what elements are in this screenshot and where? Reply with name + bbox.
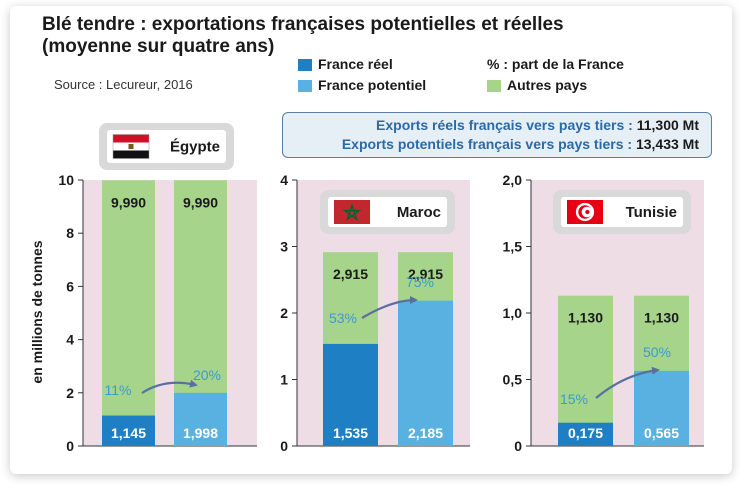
bar-france-label: 0,175 [568, 425, 603, 441]
bar-autres-pays [558, 295, 613, 446]
bar-france-potentiel [634, 370, 689, 446]
flag-star [585, 209, 590, 215]
y-tick-label: 1,5 [503, 239, 523, 255]
bar-autres-label: 1,130 [568, 310, 603, 326]
y-tick-label: 1 [280, 372, 288, 388]
legend-label-potentiel: France potentiel [318, 77, 427, 93]
bar-autres-pays [102, 180, 155, 447]
pct-label: 20% [193, 367, 221, 383]
pct-label: 75% [406, 274, 434, 290]
pct-label: 53% [329, 310, 357, 326]
legend-swatch-reel [298, 59, 312, 71]
totals-label-potentiel: Exports potentiels français vers pays ti… [341, 136, 633, 152]
bar-autres-label: 9,990 [183, 194, 218, 210]
bar-france-label: 1,998 [183, 425, 218, 441]
country-name: Égypte [170, 139, 220, 156]
bar-france-reel [558, 422, 613, 446]
bar-autres-label: 2,915 [333, 266, 368, 282]
y-tick-label: 0 [514, 438, 522, 454]
flag-star [342, 203, 362, 222]
y-tick-label: 10 [58, 172, 74, 188]
bar-autres-label: 1,130 [644, 310, 679, 326]
totals-label-reel: Exports réels français vers pays tiers : [376, 117, 633, 133]
y-tick-label: 4 [280, 172, 288, 188]
bar-france-reel [323, 343, 378, 446]
y-tick-label: 0 [66, 438, 74, 454]
flag-border [112, 134, 150, 159]
legend-label-part: % : part de la France [487, 56, 624, 72]
y-tick-label: 3 [280, 239, 288, 255]
flag-emblem [128, 144, 134, 149]
y-tick-label: 2 [66, 385, 74, 401]
share-arrow [595, 366, 660, 399]
flag-band-black [113, 150, 149, 159]
totals-box: Exports réels français vers pays tiers :… [282, 112, 712, 158]
pct-label: 15% [560, 391, 588, 407]
country-name: Maroc [397, 204, 441, 221]
bar-france-potentiel [398, 300, 453, 446]
bar-france-label: 1,145 [111, 425, 146, 441]
bar-france-reel [102, 415, 155, 446]
chart-subtitle: (moyenne sur quatre ans) [42, 36, 275, 57]
country-name: Tunisie [626, 204, 677, 221]
y-axis-label: en millions de tonnes [29, 240, 45, 384]
y-tick-label: 2,0 [503, 172, 523, 188]
legend-label-autres: Autres pays [507, 77, 588, 93]
y-tick-label: 0,5 [503, 372, 523, 388]
y-tick-label: 6 [66, 278, 74, 294]
bar-autres-label: 2,915 [408, 266, 443, 282]
y-tick-label: 4 [66, 332, 74, 348]
legend-label-reel: France réel [318, 56, 393, 72]
y-tick-label: 8 [66, 225, 74, 241]
pct-label: 11% [105, 382, 132, 398]
source-note: Source : Lecureur, 2016 [54, 77, 193, 92]
bar-france-potentiel [174, 392, 227, 446]
egypt-flag-icon [112, 134, 150, 159]
totals-value-reel: 11,300 Mt [636, 117, 699, 133]
pct-label: 50% [643, 344, 671, 360]
flag-band-red [113, 134, 149, 143]
bar-france-label: 0,565 [644, 425, 679, 441]
bar-autres-label: 9,990 [111, 194, 146, 210]
y-tick-label: 2 [280, 305, 288, 321]
bar-france-label: 1,535 [333, 425, 368, 441]
morocco-flag-icon [334, 200, 370, 224]
share-arrow [141, 379, 198, 394]
y-tick-label: 0 [280, 438, 288, 454]
legend-swatch-potentiel [298, 80, 312, 92]
y-tick-label: 1,0 [503, 305, 523, 321]
totals-row-potentiel: Exports potentiels français vers pays ti… [342, 136, 699, 152]
totals-value-potentiel: 13,433 Mt [635, 136, 699, 152]
tunisia-flag-icon [567, 200, 603, 224]
bar-france-label: 2,185 [408, 425, 443, 441]
share-arrow [361, 296, 418, 319]
legend-swatch-autres [487, 80, 501, 92]
chart-title: Blé tendre : exportations françaises pot… [42, 14, 564, 35]
totals-row-reel: Exports réels français vers pays tiers :… [376, 117, 699, 133]
